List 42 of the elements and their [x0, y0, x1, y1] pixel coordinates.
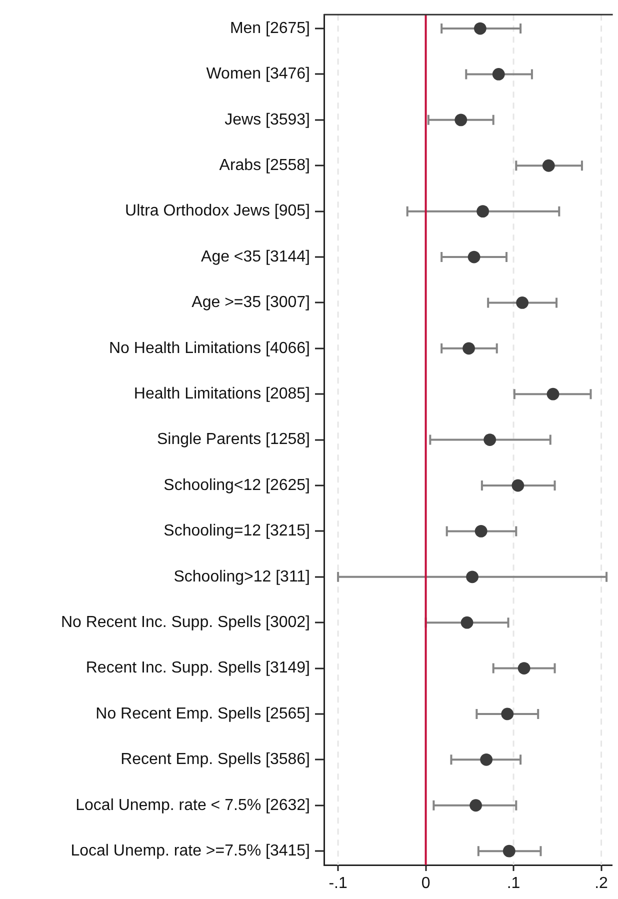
y-tick-label: Age >=35 [3007]	[192, 294, 310, 312]
x-tick-label: -.1	[328, 875, 348, 892]
point	[460, 616, 474, 629]
point	[466, 570, 478, 584]
point	[476, 205, 490, 218]
point	[492, 68, 505, 80]
point	[454, 114, 468, 126]
point	[502, 844, 516, 858]
y-tick-label: Health Limitations [2085]	[134, 386, 310, 403]
point	[470, 799, 482, 812]
point	[501, 708, 514, 720]
y-tick-label: No Health Limitations [4066]	[109, 340, 310, 357]
y-tick-label: Men [2675]	[230, 20, 310, 37]
y-tick-label: Single Parents [1258]	[157, 431, 310, 448]
y-tick-label: No Recent Emp. Spells [2565]	[96, 705, 310, 722]
point	[474, 22, 486, 35]
y-tick-label: Women [3476]	[206, 66, 310, 83]
y-tick-label: Local Unemp. rate >=7.5% [3415]	[70, 842, 310, 860]
y-tick-label: Arabs [2558]	[219, 157, 310, 174]
y-tick-label: Age <35 [3144]	[201, 248, 310, 266]
point	[518, 662, 530, 674]
point	[512, 479, 524, 492]
y-tick-label: Ultra Orthodox Jews [905]	[125, 202, 310, 220]
point	[468, 250, 480, 264]
y-tick-label: Schooling=12 [3215]	[164, 522, 310, 540]
point	[516, 296, 528, 309]
point	[542, 159, 555, 172]
x-tick-label: .1	[506, 875, 520, 892]
y-tick-label: No Recent Inc. Supp. Spells [3002]	[60, 614, 310, 631]
y-tick-label: Recent Inc. Supp. Spells [3149]	[86, 660, 310, 677]
point	[484, 434, 496, 446]
y-tick-label: Schooling<12 [2625]	[164, 476, 310, 494]
point	[480, 753, 493, 766]
x-tick-label: 0	[421, 875, 430, 892]
point	[474, 524, 488, 538]
x-tick-label: .2	[594, 875, 608, 892]
y-tick-label: Recent Emp. Spells [3586]	[120, 751, 310, 768]
y-tick-label: Local Unemp. rate < 7.5% [2632]	[76, 796, 310, 814]
point	[462, 342, 475, 355]
y-tick-label: Schooling>12 [311]	[174, 568, 310, 586]
y-tick-label: Jews [3593]	[224, 111, 310, 128]
point	[546, 388, 560, 400]
